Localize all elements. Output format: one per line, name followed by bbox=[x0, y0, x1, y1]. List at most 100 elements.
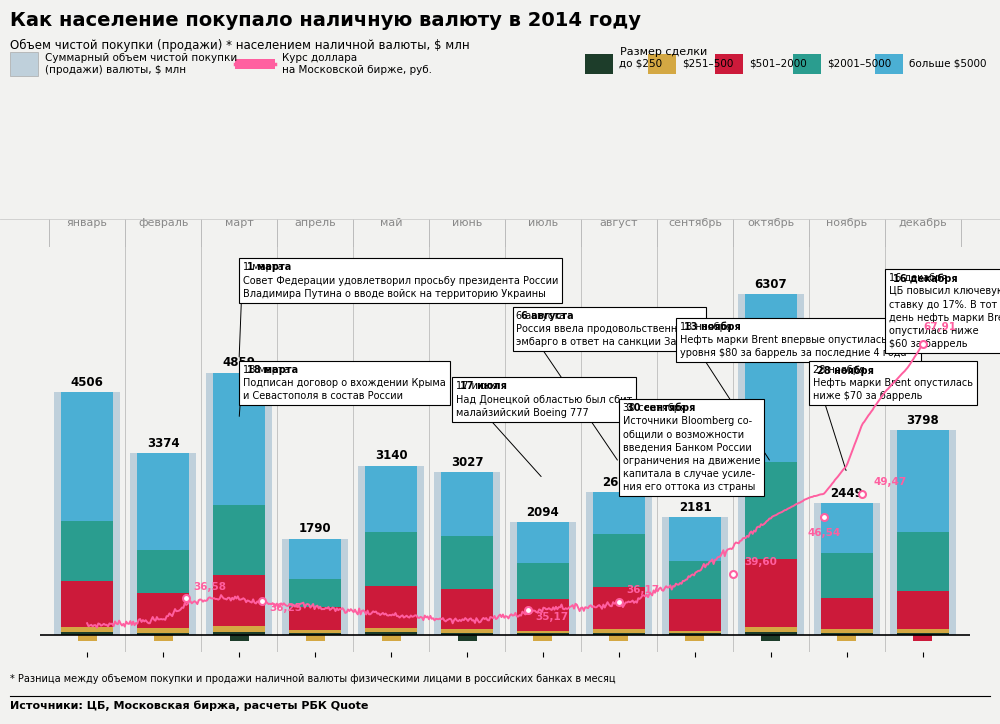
Bar bbox=[745, 462, 797, 560]
Bar bbox=[441, 472, 493, 536]
Bar bbox=[821, 629, 873, 633]
Bar bbox=[517, 634, 569, 636]
Bar bbox=[510, 522, 576, 636]
Bar bbox=[230, 636, 249, 641]
Text: 2449: 2449 bbox=[830, 487, 863, 500]
Bar bbox=[130, 453, 196, 636]
Text: 18 марта: 18 марта bbox=[247, 365, 299, 375]
Bar bbox=[897, 591, 949, 629]
Bar bbox=[213, 505, 265, 575]
Bar bbox=[213, 575, 265, 626]
Bar bbox=[593, 534, 645, 587]
Bar bbox=[365, 466, 417, 532]
Text: сентябрь: сентябрь bbox=[668, 218, 722, 228]
Text: Суммарный объем чистой покупки
(продажи) валюты, $ млн: Суммарный объем чистой покупки (продажи)… bbox=[45, 53, 237, 75]
Bar bbox=[289, 630, 341, 634]
Bar bbox=[669, 561, 721, 599]
Text: август: август bbox=[600, 218, 638, 228]
Bar bbox=[434, 472, 500, 636]
Text: Как население покупало наличную валюту в 2014 году: Как население покупало наличную валюту в… bbox=[10, 11, 641, 30]
Text: 6307: 6307 bbox=[755, 278, 787, 291]
Bar bbox=[897, 531, 949, 591]
Bar bbox=[745, 632, 797, 636]
Text: 36,58: 36,58 bbox=[193, 582, 226, 592]
Text: 2644: 2644 bbox=[603, 476, 635, 489]
Text: 3140: 3140 bbox=[375, 450, 407, 463]
Text: 2094: 2094 bbox=[527, 506, 559, 519]
Bar bbox=[745, 560, 797, 627]
Text: Курс доллара
на Московской бирже, руб.: Курс доллара на Московской бирже, руб. bbox=[282, 53, 432, 75]
Bar bbox=[814, 503, 880, 636]
Text: Источники: ЦБ, Московская биржа, расчеты РБК Quote: Источники: ЦБ, Московская биржа, расчеты… bbox=[10, 700, 368, 711]
Bar bbox=[78, 636, 97, 641]
Bar bbox=[586, 492, 652, 636]
Text: 17 июля
Над Донецкой областью был сбит
малайзийский Boeing 777: 17 июля Над Донецкой областью был сбит м… bbox=[456, 382, 632, 418]
Bar bbox=[358, 466, 424, 636]
Text: 4506: 4506 bbox=[71, 376, 104, 389]
Bar bbox=[821, 553, 873, 597]
Text: 2181: 2181 bbox=[679, 501, 711, 514]
Text: февраль: февраль bbox=[138, 218, 188, 228]
Text: 35,17: 35,17 bbox=[535, 612, 569, 622]
Text: 3374: 3374 bbox=[147, 437, 179, 450]
Bar bbox=[669, 599, 721, 631]
Bar bbox=[897, 633, 949, 636]
Text: 13 ноября
Нефть марки Brent впервые опустилась ниже
уровня $80 за баррель за пос: 13 ноября Нефть марки Brent впервые опус… bbox=[680, 322, 918, 358]
Bar bbox=[738, 295, 804, 636]
Bar bbox=[669, 631, 721, 634]
Bar bbox=[593, 629, 645, 633]
Text: больше $5000: больше $5000 bbox=[909, 59, 986, 69]
Bar bbox=[213, 626, 265, 631]
Bar bbox=[137, 593, 189, 628]
Bar bbox=[897, 430, 949, 531]
Text: 30 сентября: 30 сентября bbox=[627, 403, 696, 413]
Bar bbox=[289, 539, 341, 579]
Bar bbox=[61, 581, 113, 627]
Text: 1 марта
Совет Федерации удовлетворил просьбу президента России
Владимира Путина : 1 марта Совет Федерации удовлетворил про… bbox=[243, 262, 558, 299]
Bar bbox=[913, 636, 932, 641]
Text: Размер сделки: Размер сделки bbox=[620, 47, 707, 57]
Bar bbox=[382, 636, 401, 641]
Text: январь: январь bbox=[67, 218, 108, 228]
Text: 6 августа
Россия ввела продовольственное
эмбарго в ответ на санкции Запада: 6 августа Россия ввела продовольственное… bbox=[516, 311, 702, 348]
Bar bbox=[897, 629, 949, 633]
Text: 49,47: 49,47 bbox=[874, 477, 907, 487]
Bar bbox=[137, 633, 189, 636]
Text: Объем чистой покупки (продажи) * населением наличной валюты, $ млн: Объем чистой покупки (продажи) * населен… bbox=[10, 39, 470, 52]
Bar bbox=[61, 627, 113, 632]
Bar bbox=[745, 295, 797, 462]
Bar bbox=[593, 633, 645, 636]
Bar bbox=[365, 628, 417, 632]
Text: июнь: июнь bbox=[452, 218, 482, 228]
Text: октябрь: октябрь bbox=[747, 218, 794, 228]
Text: 4859: 4859 bbox=[223, 356, 256, 369]
Text: 18 марта
Подписан договор о вхождении Крыма
и Севастополя в состав России: 18 марта Подписан договор о вхождении Кр… bbox=[243, 365, 446, 402]
Bar bbox=[137, 453, 189, 550]
Bar bbox=[533, 636, 552, 641]
Text: до $250: до $250 bbox=[619, 59, 662, 69]
Bar bbox=[306, 636, 325, 641]
Bar bbox=[821, 633, 873, 636]
Bar bbox=[441, 589, 493, 629]
Text: апрель: апрель bbox=[294, 218, 336, 228]
Text: 3027: 3027 bbox=[451, 455, 483, 468]
Text: 30 сентября
Источники Bloomberg со-
общили о возможности
введения Банком России
: 30 сентября Источники Bloomberg со- общи… bbox=[623, 403, 760, 492]
Text: 39,60: 39,60 bbox=[744, 557, 777, 568]
Bar bbox=[213, 373, 265, 505]
Text: * Разница между объемом покупки и продажи наличной валюты физическими лицами в р: * Разница между объемом покупки и продаж… bbox=[10, 674, 616, 684]
Bar bbox=[517, 522, 569, 563]
Bar bbox=[61, 392, 113, 521]
Bar bbox=[289, 634, 341, 636]
Bar bbox=[441, 629, 493, 633]
Bar bbox=[289, 579, 341, 607]
Bar bbox=[137, 550, 189, 593]
Bar bbox=[761, 636, 780, 641]
Bar bbox=[821, 503, 873, 553]
Bar bbox=[517, 563, 569, 599]
Bar bbox=[54, 392, 120, 636]
Text: ноябрь: ноябрь bbox=[826, 218, 867, 228]
Bar bbox=[365, 586, 417, 628]
Bar bbox=[365, 532, 417, 586]
Text: 6 августа: 6 августа bbox=[521, 311, 574, 321]
Text: 67,91: 67,91 bbox=[923, 322, 956, 332]
